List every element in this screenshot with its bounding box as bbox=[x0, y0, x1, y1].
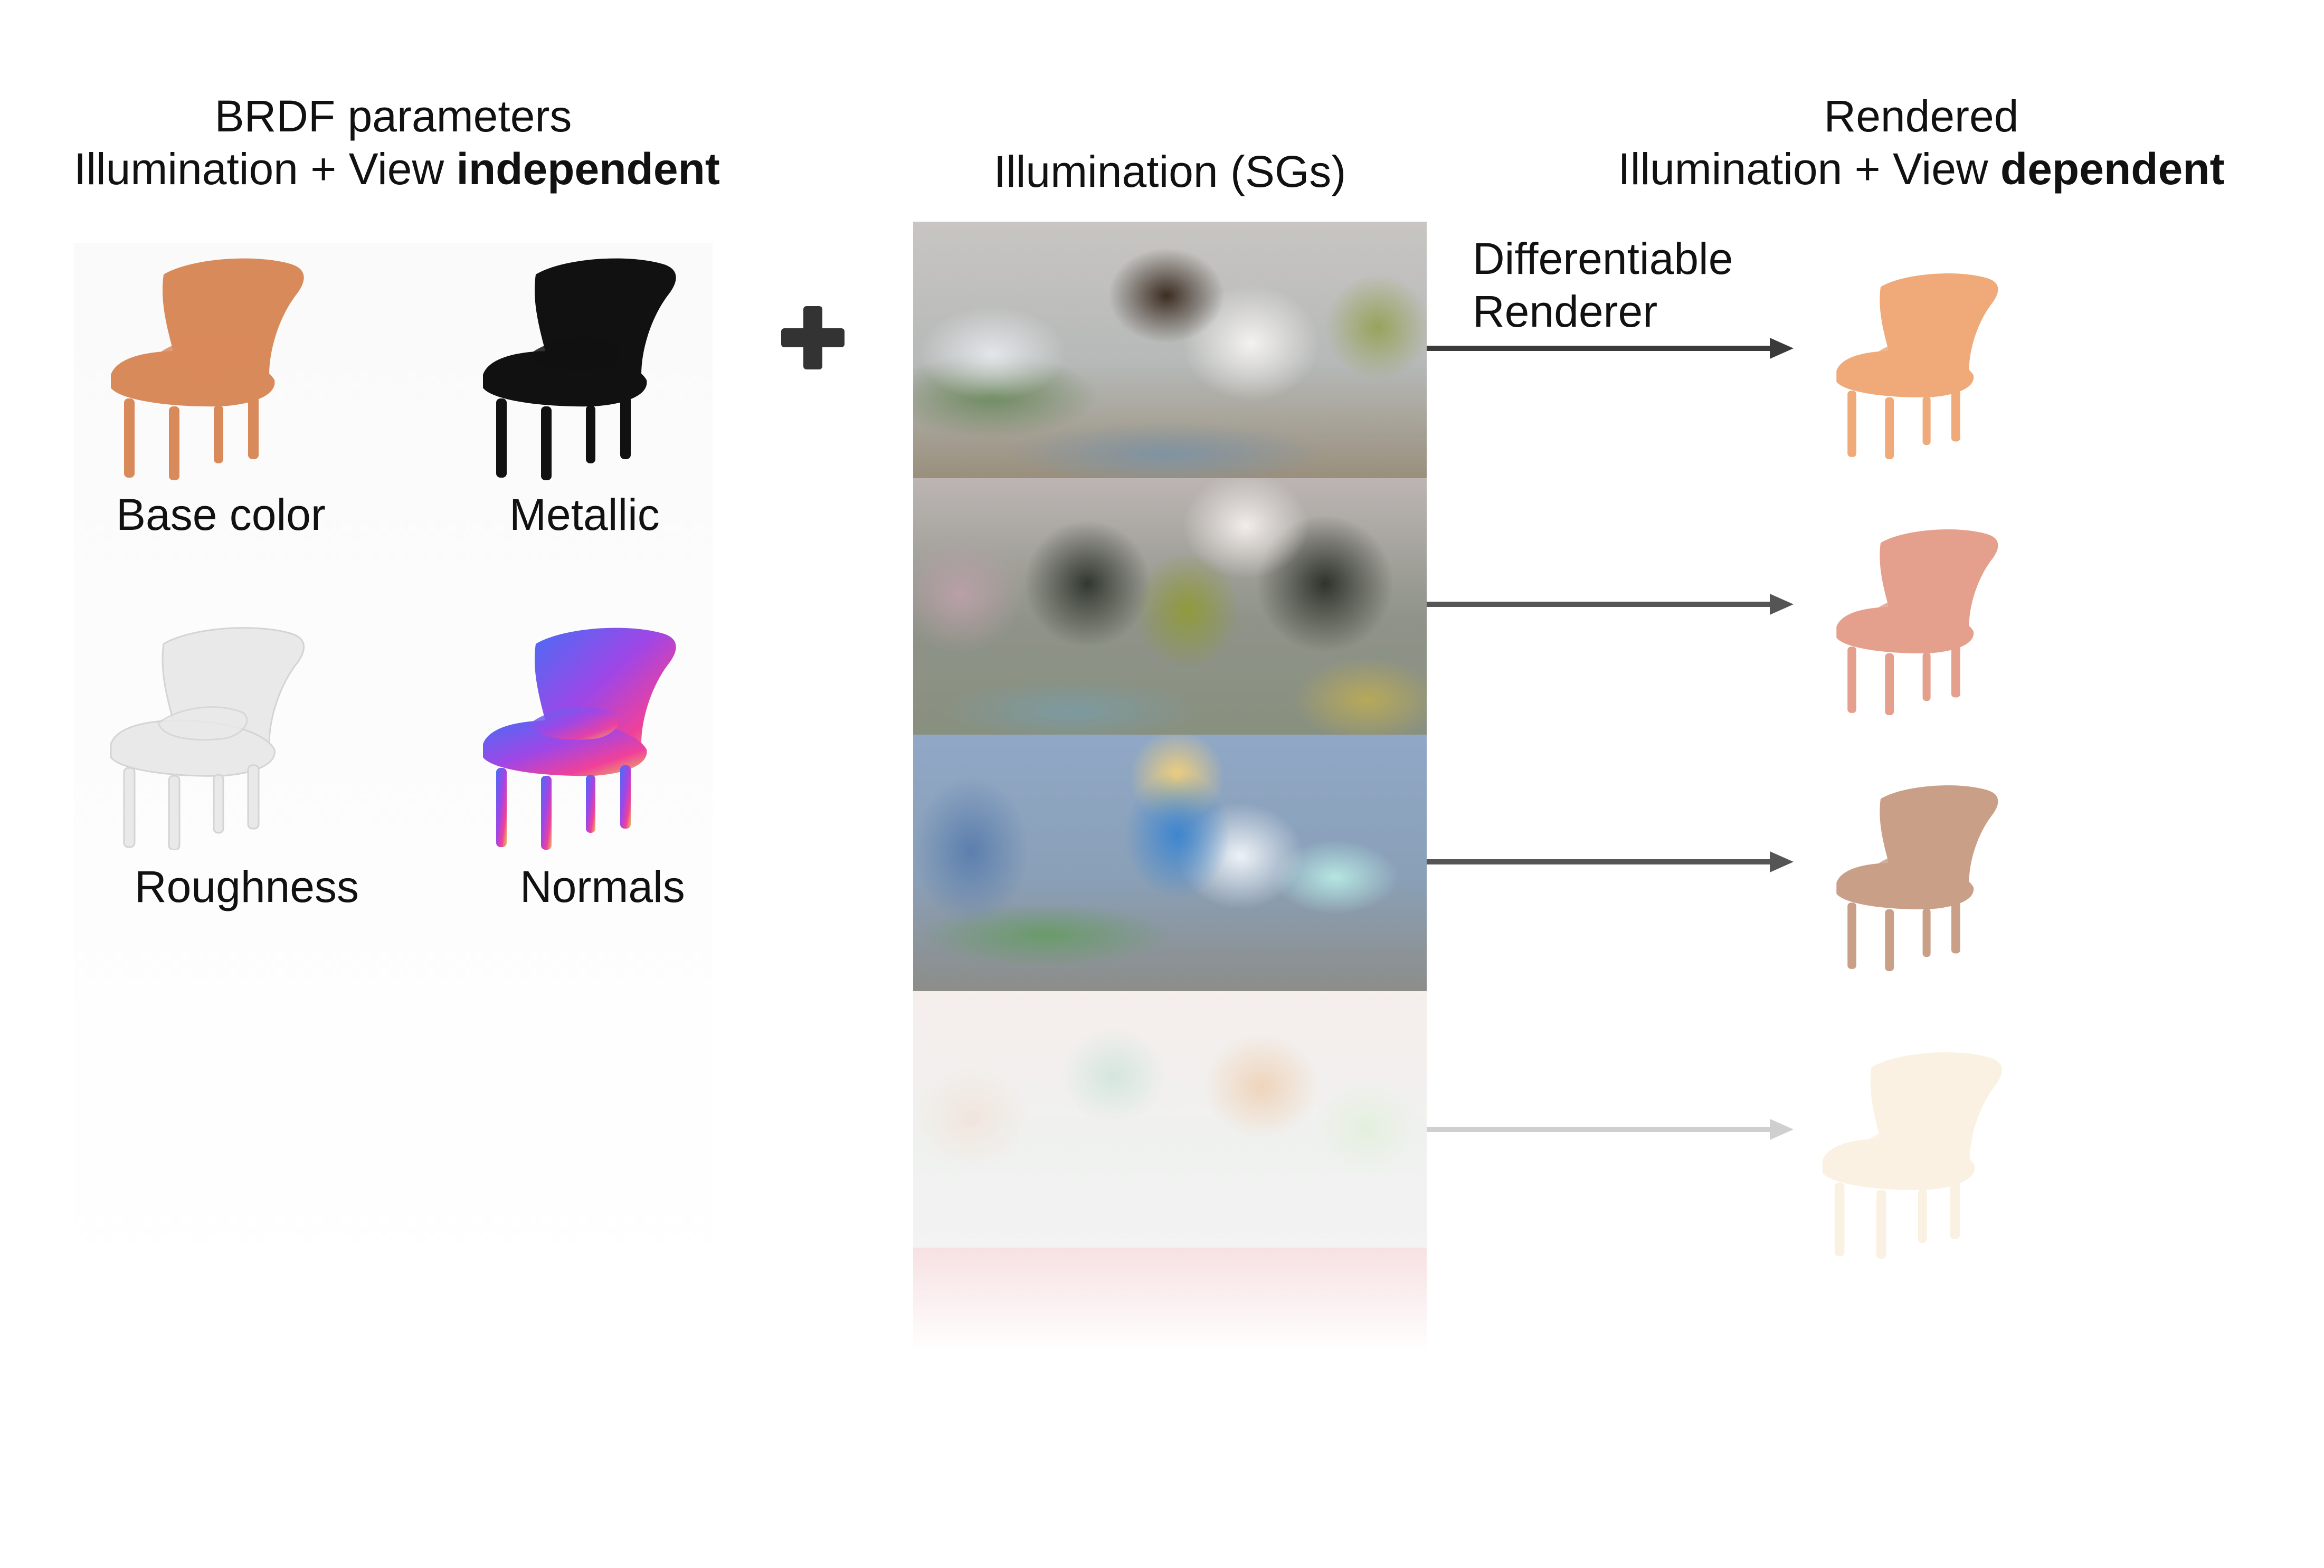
rendered-header-line1: Rendered bbox=[1824, 91, 2019, 141]
roughness-chair-icon bbox=[95, 623, 317, 850]
rendered-header-line2: Illumination + View dependent bbox=[1610, 142, 2233, 195]
illumination-header: Illumination (SGs) bbox=[993, 147, 1346, 196]
plus-icon bbox=[781, 306, 845, 369]
base-color-chair-shape bbox=[111, 259, 304, 480]
brdf-header-line2: Illumination + View independent bbox=[74, 142, 720, 195]
metallic-chair-shape bbox=[483, 259, 676, 480]
metallic-chair-icon bbox=[467, 253, 689, 480]
rendered-chair-2-icon bbox=[1826, 525, 2006, 715]
arrow-1 bbox=[1427, 338, 1794, 359]
rendered-chair-4-shape bbox=[1823, 1052, 2002, 1259]
base-color-label: Base color bbox=[116, 490, 326, 539]
normals-label: Normals bbox=[520, 862, 685, 911]
arrow-3 bbox=[1427, 851, 1794, 872]
rendered-chair-3-icon bbox=[1826, 781, 2006, 971]
illumination-map-3 bbox=[913, 735, 1427, 991]
illumination-map-1 bbox=[913, 222, 1427, 478]
roughness-label: Roughness bbox=[135, 862, 359, 911]
rendered-chair-2-shape bbox=[1836, 529, 1998, 715]
rendered-chair-1-icon bbox=[1826, 269, 2006, 459]
brdf-panel bbox=[74, 243, 713, 1319]
brdf-header-bold: independent bbox=[456, 144, 720, 194]
arrow-4 bbox=[1427, 1119, 1794, 1140]
brdf-header-line1: BRDF parameters bbox=[214, 91, 572, 141]
rendered-header-bold: dependent bbox=[2000, 144, 2225, 194]
arrow-2 bbox=[1427, 594, 1794, 615]
base-color-chair-icon bbox=[95, 253, 317, 480]
rendered-chair-3-shape bbox=[1836, 785, 1998, 971]
rendered-chair-1-shape bbox=[1836, 273, 1998, 459]
normals-chair-icon bbox=[467, 623, 689, 850]
illumination-map-2 bbox=[913, 478, 1427, 735]
renderer-label-line1: Differentiable bbox=[1473, 234, 1733, 283]
renderer-label-line2: Renderer bbox=[1473, 287, 1658, 336]
rendered-header-plain: Illumination + View bbox=[1618, 144, 2000, 194]
illumination-map-5-partial bbox=[913, 1248, 1427, 1353]
normals-chair-shape bbox=[483, 628, 676, 850]
illumination-map-4 bbox=[913, 991, 1427, 1248]
brdf-header-plain: Illumination + View bbox=[74, 144, 457, 194]
roughness-chair-shape bbox=[111, 628, 304, 850]
rendered-chair-4-icon bbox=[1810, 1048, 2011, 1259]
metallic-label: Metallic bbox=[509, 490, 660, 539]
